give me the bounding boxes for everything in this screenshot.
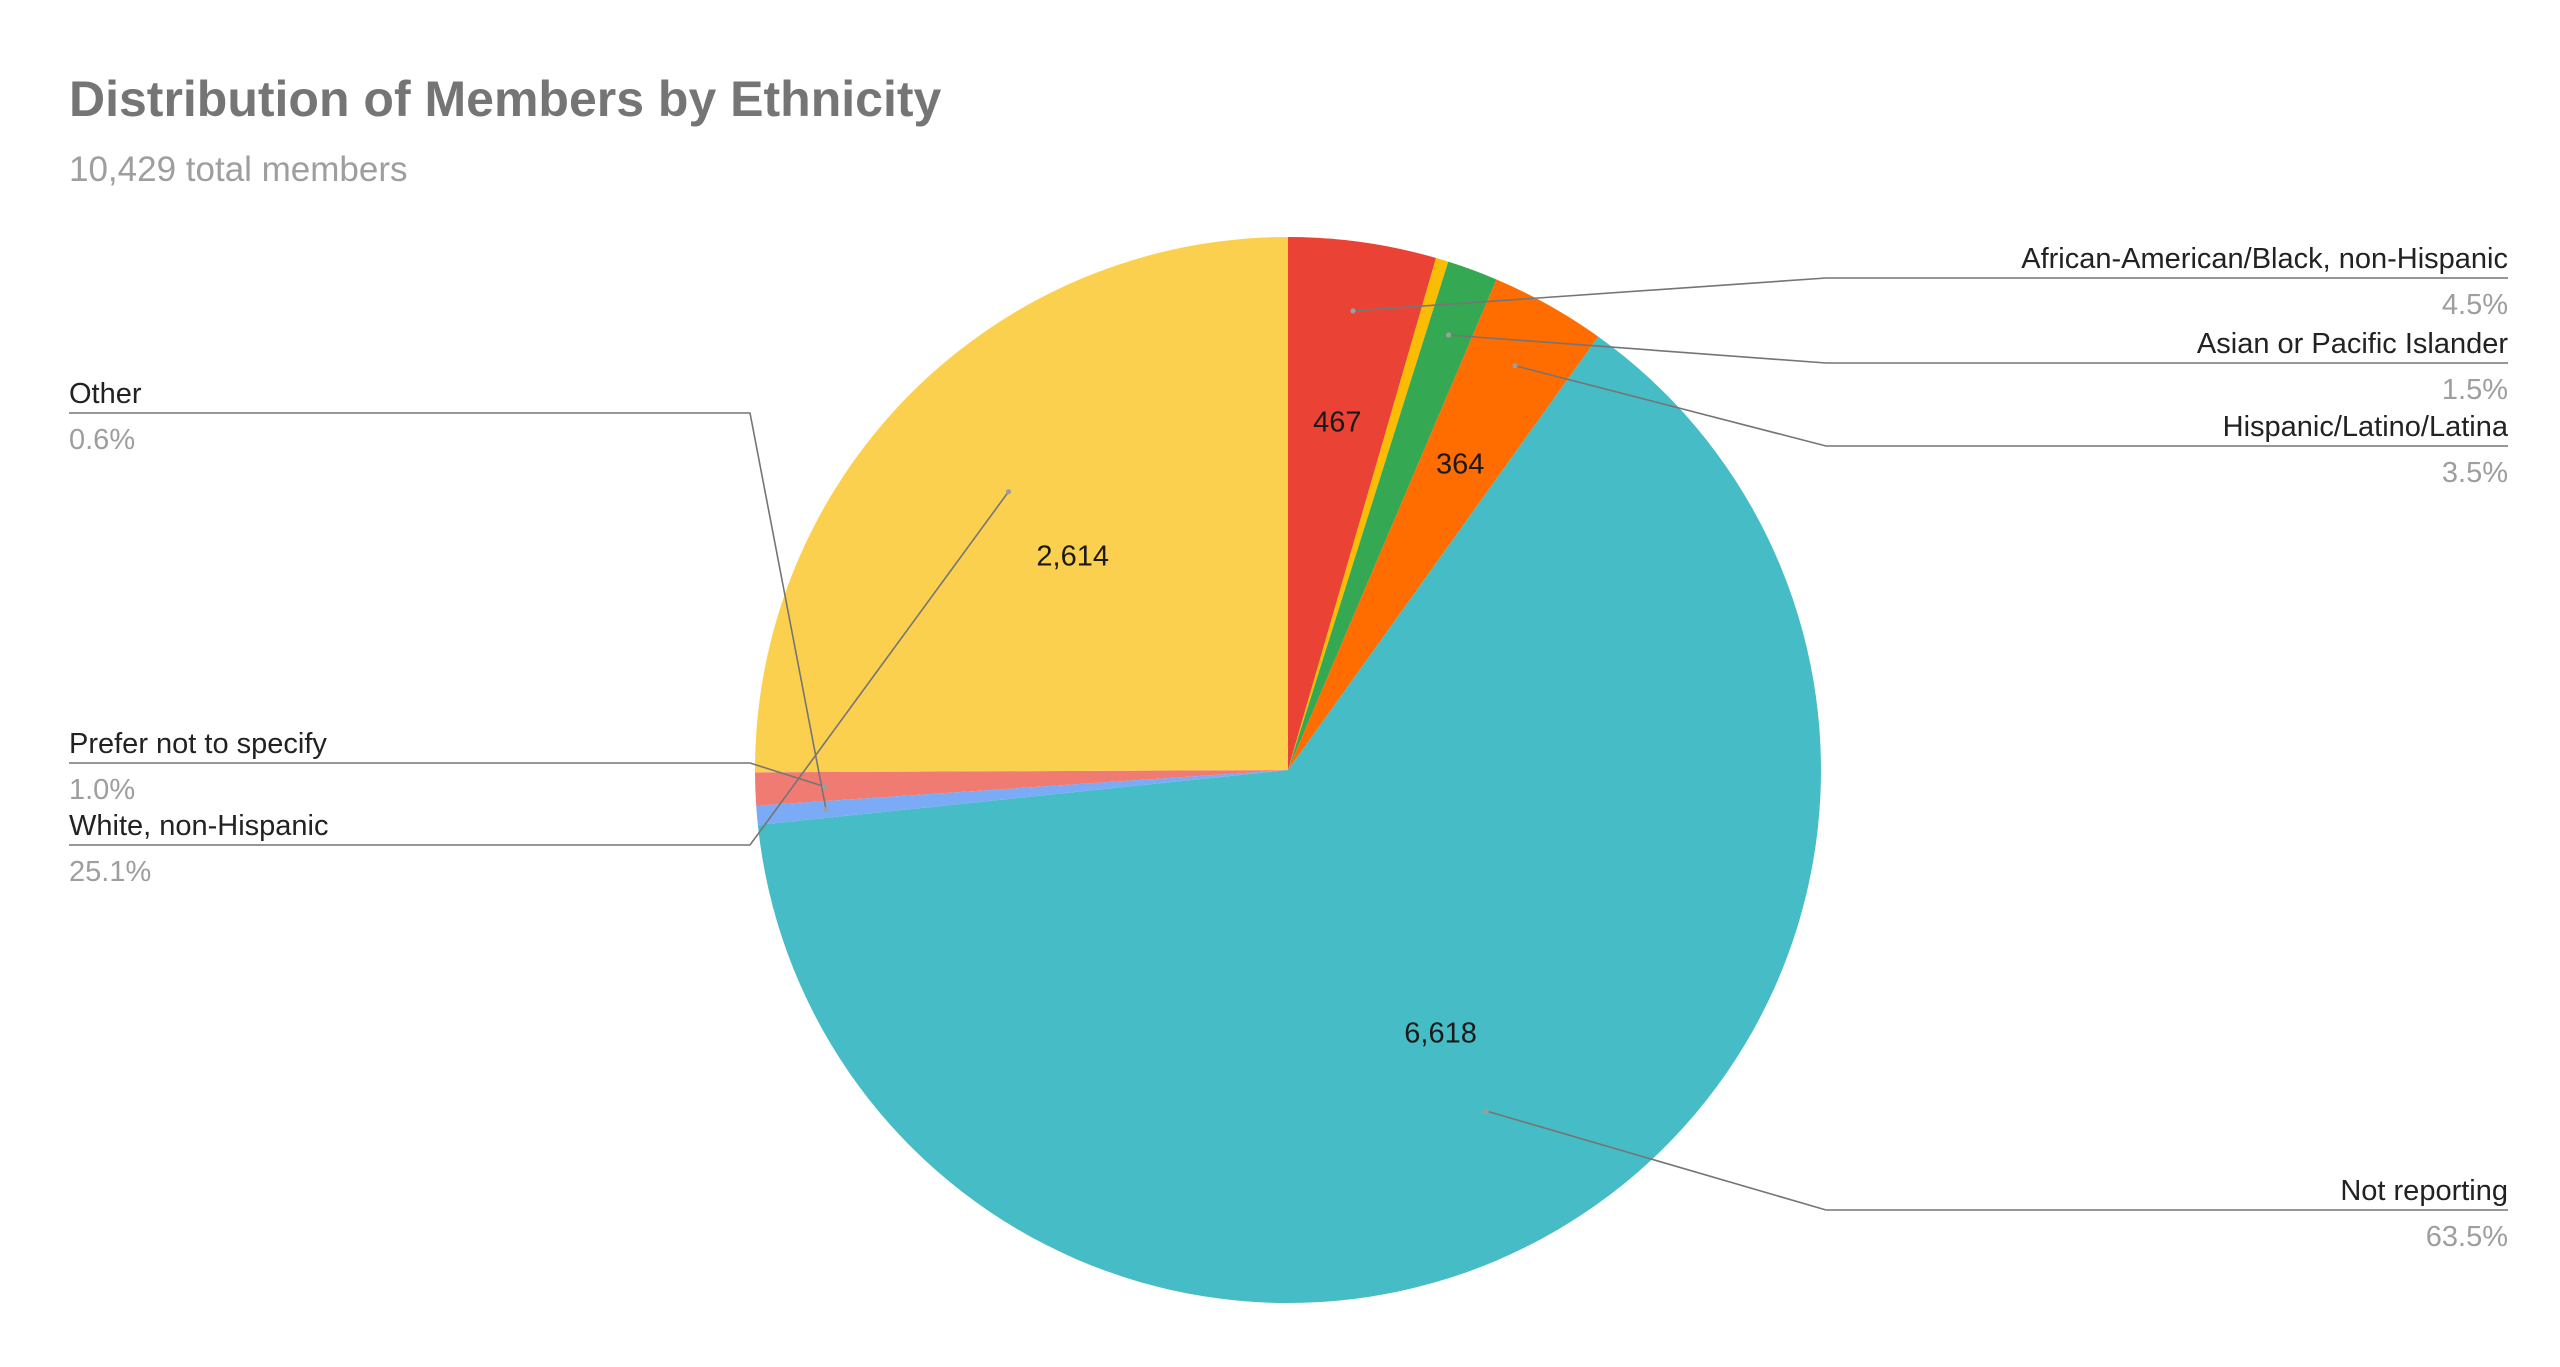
value-label-4: 6,618 bbox=[1404, 1018, 1477, 1050]
slice-percent-label-4: 63.5% bbox=[2426, 1221, 2508, 1253]
leader-dot-2 bbox=[1446, 332, 1452, 338]
leader-dot-4 bbox=[1483, 1108, 1489, 1114]
slice-name-label-5: Other bbox=[69, 378, 142, 410]
pie-slice-1 bbox=[1288, 257, 1449, 771]
slice-percent-label-3: 3.5% bbox=[2442, 457, 2508, 489]
leader-dot-6 bbox=[822, 784, 828, 790]
leader-dot-5 bbox=[823, 806, 829, 813]
leader-dot-7 bbox=[1005, 489, 1012, 495]
leader-line-0 bbox=[1352, 277, 2508, 312]
value-label-7: 2,614 bbox=[1036, 541, 1109, 573]
pie-slice-2 bbox=[1288, 261, 1497, 770]
pie-slice-7 bbox=[755, 237, 1288, 773]
pie-slice-5 bbox=[756, 770, 1288, 825]
value-label-0: 467 bbox=[1313, 407, 1361, 439]
pie-slice-0 bbox=[1288, 237, 1437, 770]
leader-line-3 bbox=[1514, 364, 2508, 447]
leader-line-7 bbox=[69, 491, 1010, 846]
leader-dot-3 bbox=[1512, 363, 1518, 369]
leader-line-4 bbox=[1485, 1110, 2508, 1211]
slice-name-label-4: Not reporting bbox=[2340, 1175, 2508, 1207]
slice-percent-label-6: 1.0% bbox=[69, 774, 135, 806]
leader-line-5 bbox=[69, 412, 827, 810]
slice-percent-label-2: 1.5% bbox=[2442, 374, 2508, 406]
value-label-3: 364 bbox=[1436, 448, 1484, 480]
leader-dot-0 bbox=[1350, 308, 1356, 314]
slice-percent-label-7: 25.1% bbox=[69, 856, 151, 888]
slice-name-label-2: Asian or Pacific Islander bbox=[2197, 328, 2508, 360]
slice-name-label-6: Prefer not to specify bbox=[69, 728, 327, 760]
leader-line-2 bbox=[1448, 334, 2508, 364]
slice-percent-label-0: 4.5% bbox=[2442, 289, 2508, 321]
leader-line-6 bbox=[69, 762, 825, 788]
slice-percent-label-5: 0.6% bbox=[69, 424, 135, 456]
slice-name-label-3: Hispanic/Latino/Latina bbox=[2223, 411, 2509, 443]
pie-slice-6 bbox=[755, 770, 1288, 806]
pie-slice-4 bbox=[757, 336, 1822, 1304]
pie-slice-3 bbox=[1288, 279, 1599, 770]
slice-name-label-0: African-American/Black, non-Hispanic bbox=[2021, 243, 2508, 275]
slice-name-label-7: White, non-Hispanic bbox=[69, 810, 329, 842]
chart-title: Distribution of Members by Ethnicity bbox=[69, 71, 942, 127]
chart-subtitle: 10,429 total members bbox=[69, 150, 408, 189]
